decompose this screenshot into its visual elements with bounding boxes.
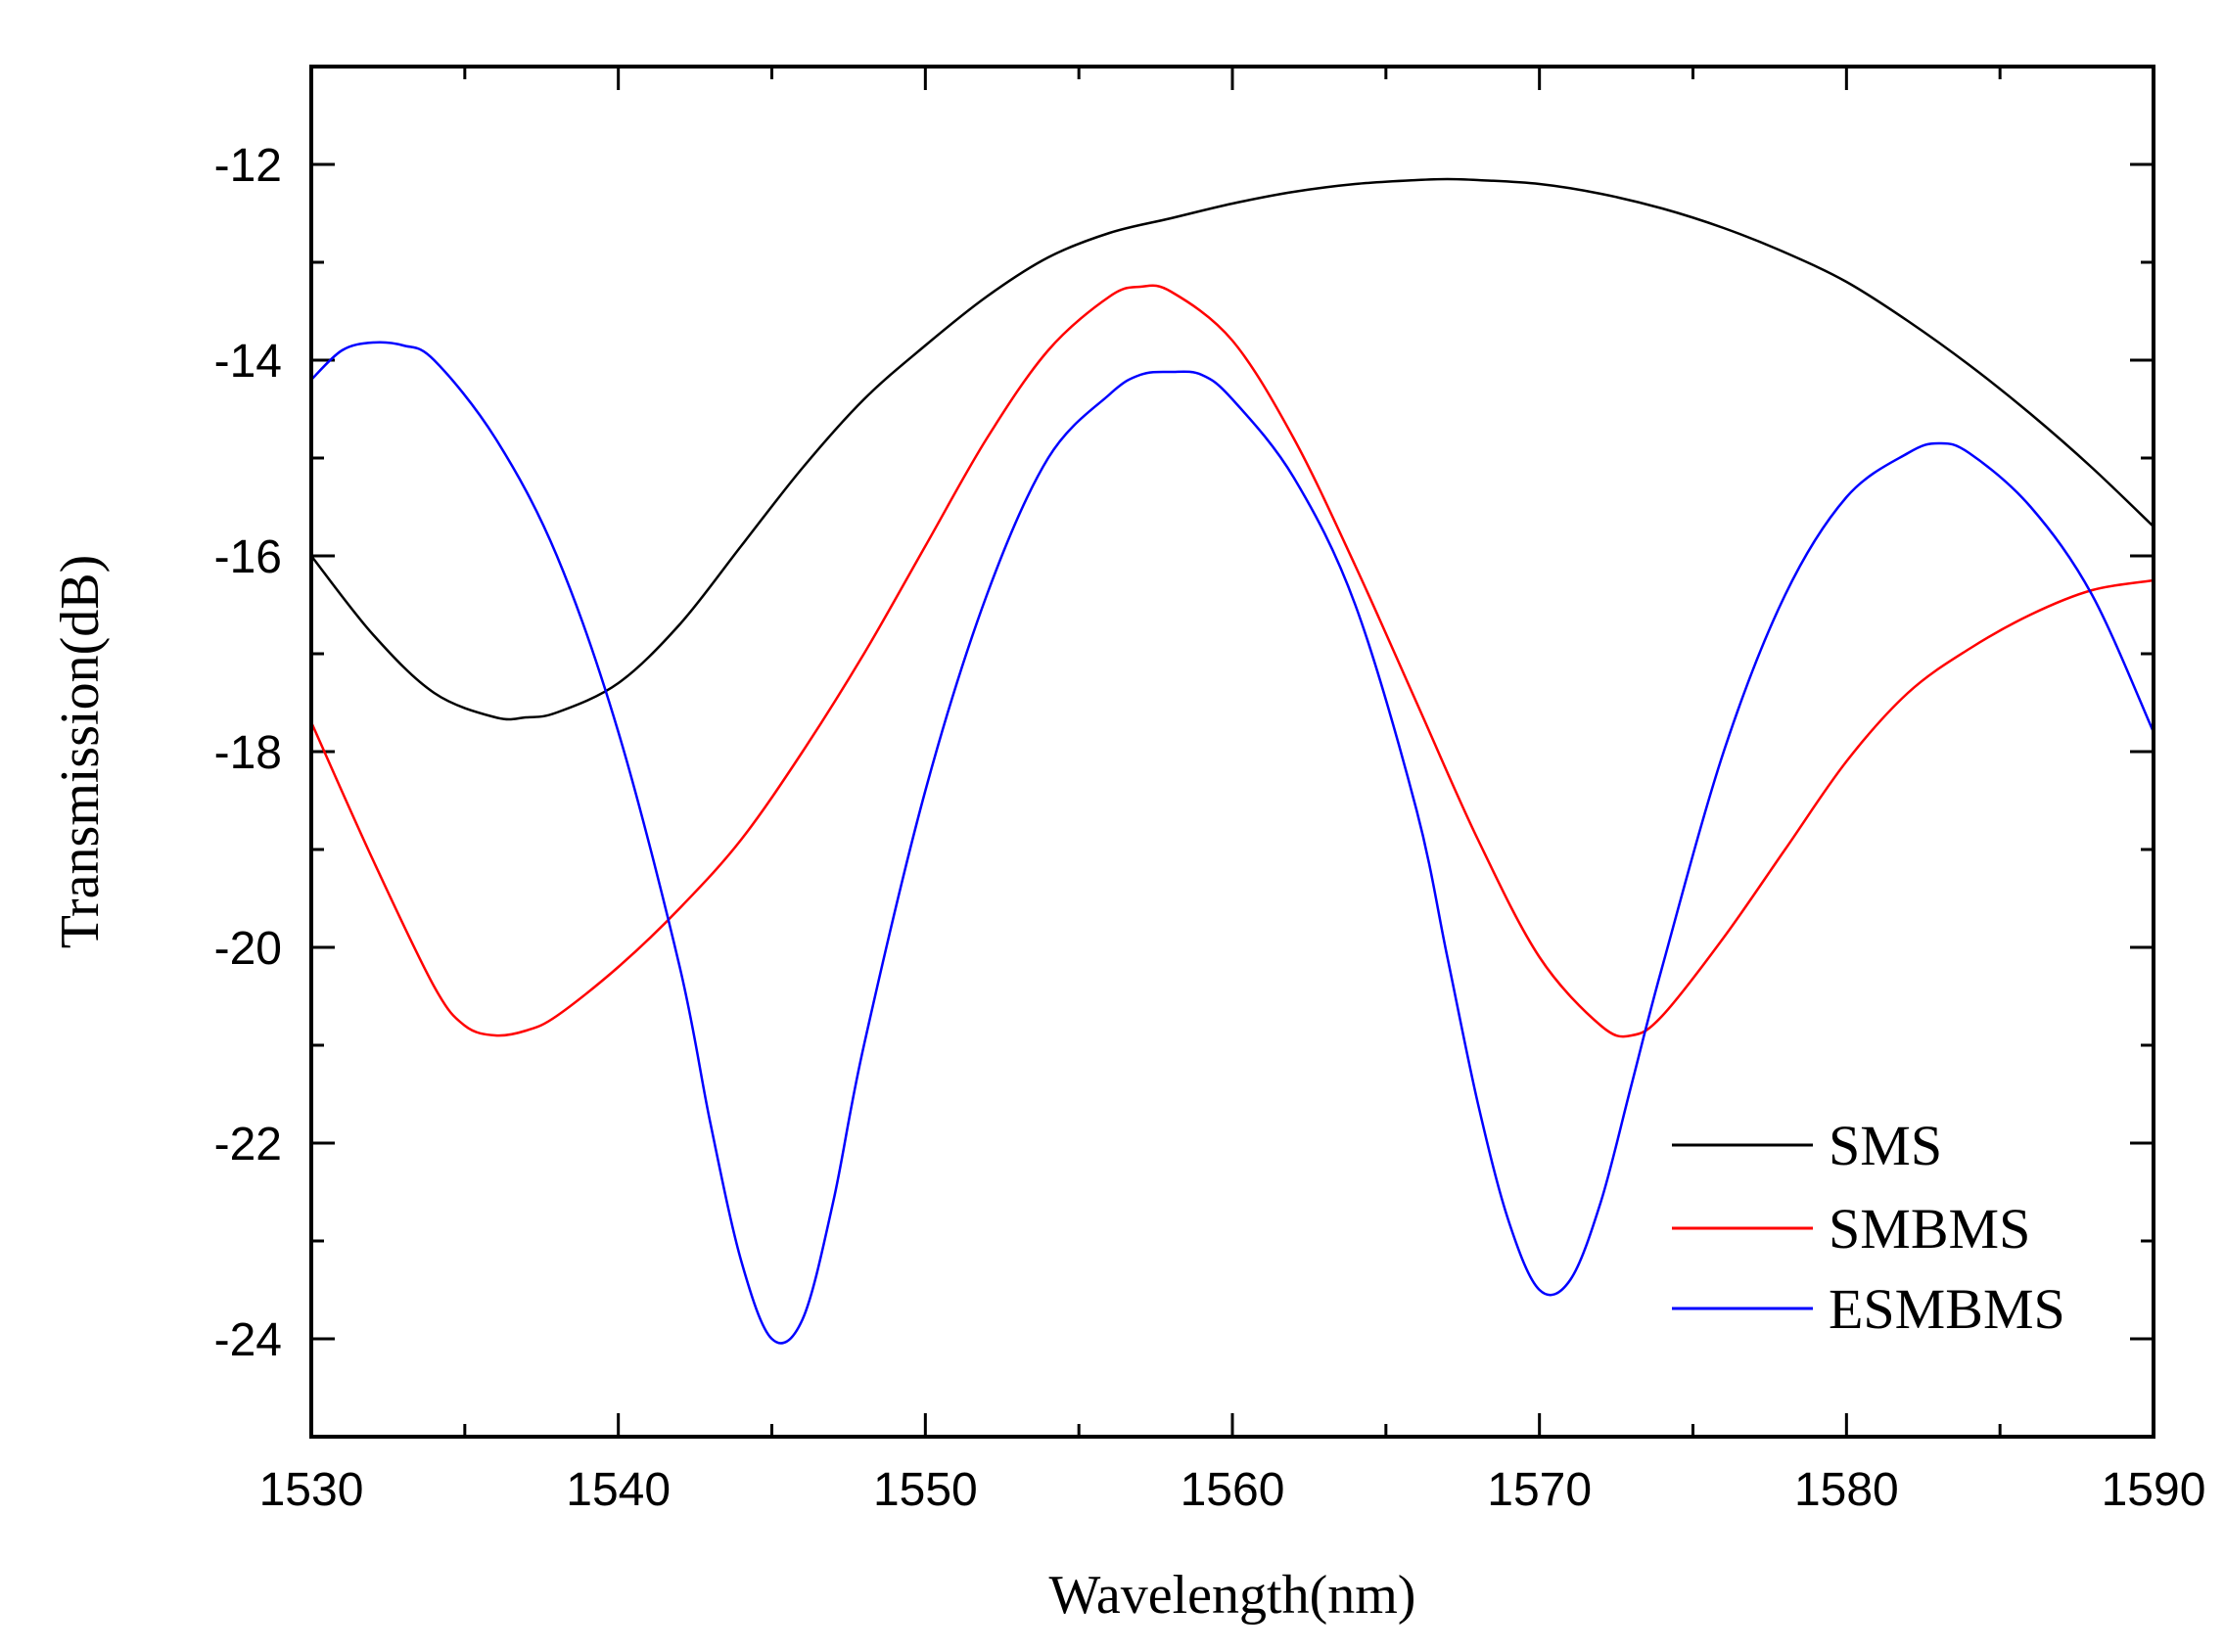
y-tick-label: -14 [214,336,282,388]
x-tick-label: 1590 [2102,1464,2206,1516]
y-axis-title: Transmission(dB) [50,555,111,948]
y-tick-label: -12 [214,140,282,192]
x-tick-label: 1580 [1794,1464,1899,1516]
x-tick-label: 1540 [566,1464,671,1516]
plot-frame [309,65,2155,1439]
legend-label: SMBMS [1829,1197,2030,1261]
series-layer [309,177,2155,1345]
x-tick-label: 1550 [873,1464,978,1516]
y-tick-label: -22 [214,1119,282,1170]
x-tick-label: 1570 [1487,1464,1592,1516]
series-line-sms [310,177,2154,721]
series-line-smbms [309,284,2154,1038]
y-tick-label: -18 [214,727,282,779]
y-tick-label: -24 [214,1314,282,1366]
y-tick-label: -20 [214,923,282,975]
x-tick-label: 1560 [1181,1464,1285,1516]
labels-layer: 1530 1540 1550 1560 1570 1580 1590 -12 -14 -16 -18… [214,140,2206,1516]
legend-item-sms: SMS [1672,1114,1942,1177]
y-tick-label: -16 [214,531,282,583]
legend-label: SMS [1829,1114,1942,1177]
legend: SMS SMBMS ESMBMS [1672,1114,2065,1341]
legend-item-smbms: SMBMS [1672,1197,2030,1261]
x-tick-label: 1530 [259,1464,364,1516]
series-line-esmbms [310,341,2155,1345]
legend-item-esmbms: ESMBMS [1672,1277,2065,1341]
legend-label: ESMBMS [1829,1277,2065,1341]
x-axis-title: Wavelength(nm) [1049,1565,1416,1626]
